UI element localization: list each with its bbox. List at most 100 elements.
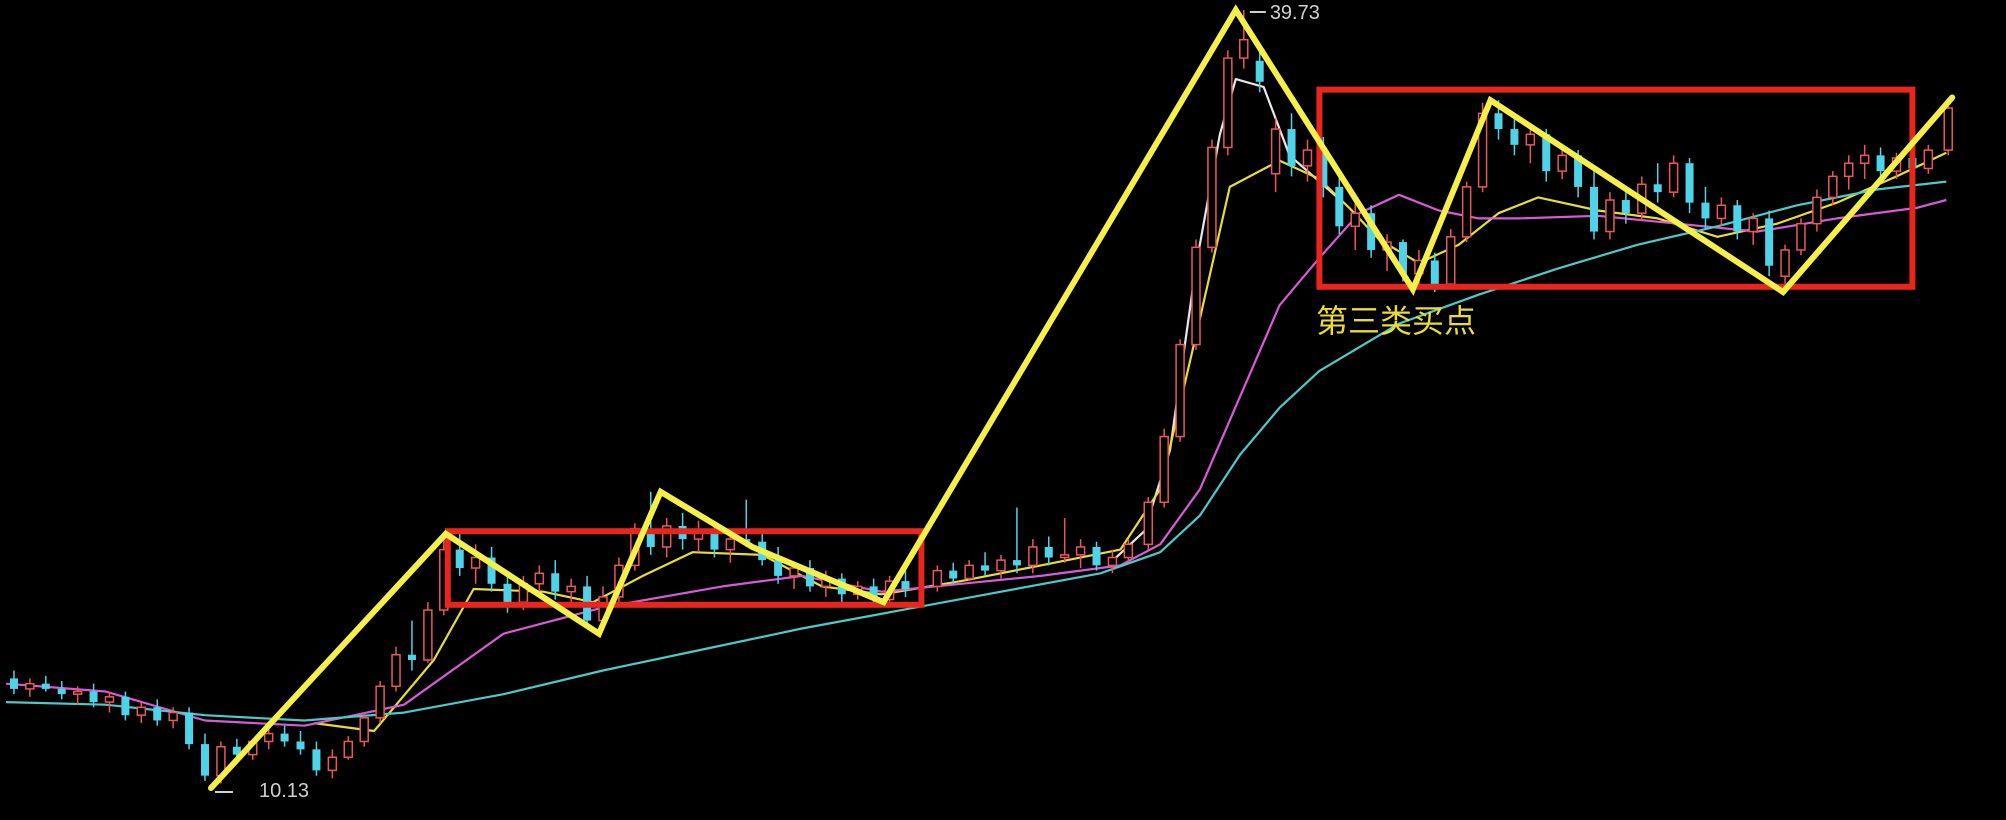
candle-body bbox=[1461, 186, 1472, 238]
candle bbox=[1335, 171, 1344, 235]
consolidation-boxes bbox=[444, 86, 1916, 608]
candle-body bbox=[1123, 543, 1134, 559]
candle-body bbox=[1398, 242, 1407, 274]
candle bbox=[1092, 541, 1101, 571]
candle bbox=[391, 646, 401, 692]
candle bbox=[1796, 218, 1806, 256]
candle bbox=[1510, 118, 1519, 156]
candle-body bbox=[949, 570, 958, 579]
candle-body bbox=[391, 653, 401, 688]
candle bbox=[57, 681, 66, 700]
candle-body bbox=[1270, 128, 1281, 175]
candle-body bbox=[280, 733, 289, 742]
candle-body bbox=[1796, 222, 1806, 251]
candle-body bbox=[1685, 163, 1694, 203]
candle-body bbox=[57, 688, 66, 695]
candle bbox=[1943, 100, 1953, 156]
candle bbox=[1270, 118, 1281, 193]
candle-body bbox=[423, 609, 433, 661]
candle-body bbox=[1092, 546, 1101, 566]
candle-body bbox=[1812, 196, 1822, 225]
candle-body bbox=[1876, 155, 1885, 172]
candle-body bbox=[263, 732, 274, 743]
candle-body bbox=[1716, 204, 1727, 220]
candle bbox=[1044, 536, 1053, 566]
candle-body bbox=[1223, 57, 1233, 149]
candle bbox=[551, 560, 560, 600]
candle-body bbox=[646, 528, 655, 547]
candle bbox=[121, 691, 130, 721]
candle-body bbox=[1590, 186, 1599, 232]
candle bbox=[1059, 518, 1070, 563]
candle-body bbox=[1621, 200, 1630, 214]
candle bbox=[327, 749, 338, 779]
zigzag-trend bbox=[208, 4, 1956, 791]
candle bbox=[949, 562, 958, 584]
candle bbox=[280, 725, 289, 747]
candle bbox=[1143, 497, 1154, 550]
candle bbox=[1765, 210, 1774, 277]
candle-body bbox=[470, 556, 481, 569]
candle bbox=[901, 570, 910, 597]
candle bbox=[1653, 163, 1662, 203]
candle-body bbox=[1367, 213, 1376, 250]
candle bbox=[1367, 205, 1376, 258]
candle bbox=[1668, 155, 1679, 198]
candle-body bbox=[41, 683, 50, 689]
low-price-label: 10.13 bbox=[259, 780, 309, 802]
candle-body bbox=[89, 691, 98, 703]
candle-body bbox=[996, 559, 1006, 572]
candle-body bbox=[359, 717, 369, 743]
candle bbox=[1350, 202, 1360, 250]
candle-body bbox=[869, 586, 878, 600]
candle bbox=[1923, 144, 1934, 174]
candle bbox=[1107, 549, 1118, 574]
candle bbox=[1701, 186, 1710, 229]
candle-body bbox=[1044, 546, 1053, 558]
candle-body bbox=[1012, 560, 1021, 566]
candle-body bbox=[1653, 184, 1662, 193]
candle-body bbox=[1748, 217, 1758, 233]
candle-body bbox=[1525, 133, 1536, 146]
candle-body bbox=[789, 567, 799, 577]
candle-body bbox=[1943, 107, 1953, 151]
candle bbox=[774, 546, 783, 584]
candle bbox=[72, 686, 83, 705]
candle-body bbox=[1159, 435, 1169, 504]
candle bbox=[407, 620, 416, 671]
candle-body bbox=[1859, 154, 1870, 164]
candle bbox=[375, 681, 385, 724]
candle-body bbox=[1028, 546, 1038, 567]
candle-body bbox=[296, 741, 305, 750]
candle-body bbox=[1191, 246, 1201, 346]
candle bbox=[805, 560, 814, 592]
candle-body bbox=[1287, 129, 1296, 166]
candle bbox=[9, 670, 18, 695]
candle bbox=[646, 491, 655, 555]
candle-body bbox=[121, 696, 130, 716]
candle-body bbox=[312, 749, 321, 771]
candle-body bbox=[327, 756, 338, 772]
candle-body bbox=[407, 654, 416, 660]
candle-body bbox=[1701, 202, 1710, 219]
candle bbox=[487, 546, 496, 592]
candle-body bbox=[1494, 113, 1503, 130]
candle bbox=[1590, 171, 1599, 240]
candle bbox=[153, 699, 162, 726]
price-labels: 39.73 10.13 第三类买点 bbox=[214, 2, 1476, 802]
candle-body bbox=[136, 706, 147, 716]
candle bbox=[1859, 144, 1870, 180]
candle-body bbox=[72, 690, 83, 695]
candle-body bbox=[201, 744, 209, 776]
candle bbox=[423, 602, 433, 663]
candle-body bbox=[1350, 212, 1360, 228]
candle bbox=[263, 728, 274, 750]
candle-body bbox=[551, 573, 560, 592]
candle-body bbox=[343, 740, 354, 758]
candle-body bbox=[725, 538, 736, 551]
candle bbox=[168, 707, 178, 729]
candle bbox=[1445, 228, 1456, 290]
candle-body bbox=[375, 685, 385, 719]
moving-average-lines bbox=[5, 78, 1947, 733]
